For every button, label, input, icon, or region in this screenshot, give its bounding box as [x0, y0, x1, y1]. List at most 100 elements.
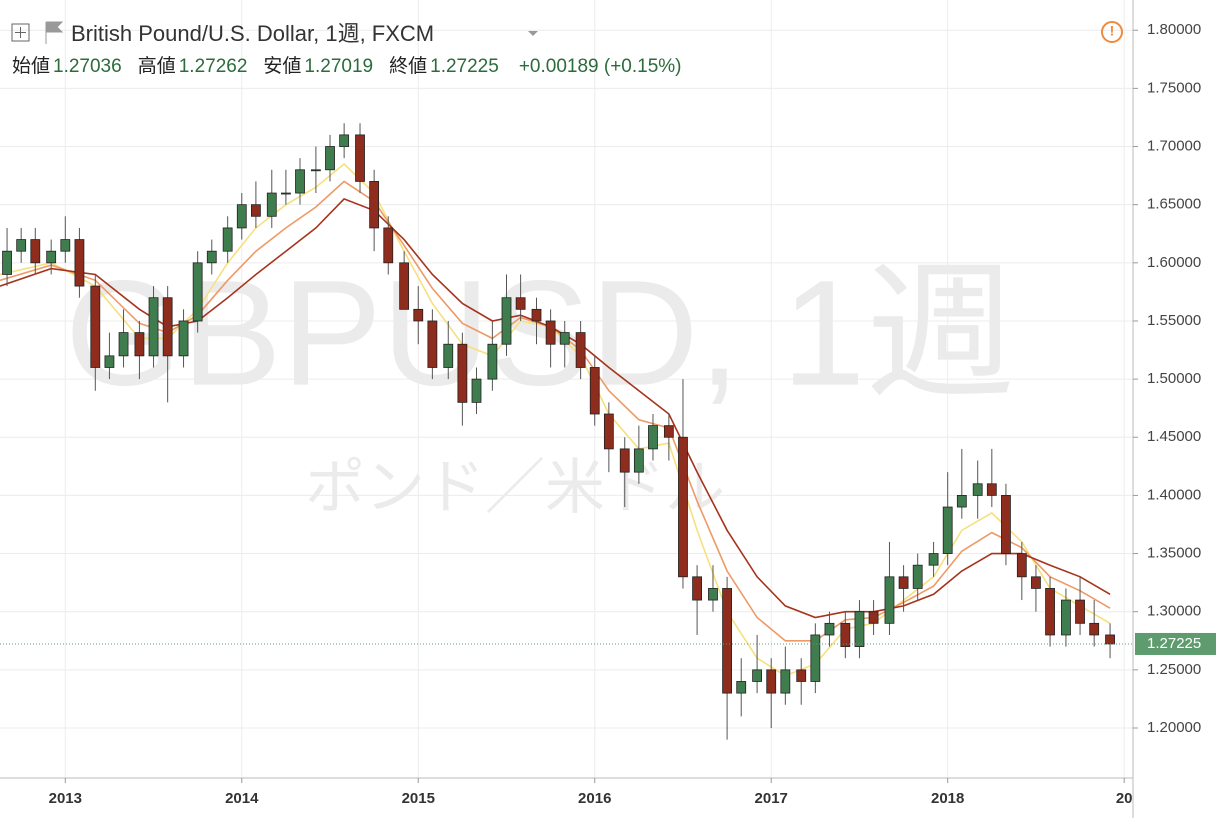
- candle-body: [840, 622, 851, 647]
- candle-body: [898, 576, 909, 589]
- x-tick-label: 2015: [402, 790, 435, 807]
- alert-icon[interactable]: [1101, 21, 1123, 43]
- candle-body: [443, 343, 454, 368]
- ohlc-label: 始値: [12, 55, 50, 77]
- candle-body: [457, 343, 468, 403]
- candle-body: [722, 588, 732, 694]
- y-tick-label: 1.45000: [1147, 428, 1201, 445]
- candle-body: [339, 134, 350, 147]
- axes: 1.20000 1.25000 1.30000 1.35000 1.40000 1.450…: [49, 21, 1216, 807]
- y-tick-label: 1.80000: [1147, 21, 1201, 38]
- y-tick-label: 1.40000: [1147, 486, 1201, 503]
- last-price-badge: [1135, 632, 1216, 655]
- candle-body: [369, 181, 380, 229]
- candle-body: [559, 332, 570, 345]
- candle-body: [766, 669, 777, 694]
- ohlc-label: 高値: [138, 55, 176, 77]
- y-tick-label: 1.25000: [1147, 661, 1201, 678]
- candle-body: [575, 332, 586, 368]
- candle-body: [399, 262, 410, 310]
- candle-body: [648, 425, 658, 450]
- ohlc-value: 1.27036: [53, 56, 122, 77]
- symbol-dropdown[interactable]: [528, 31, 538, 36]
- candle-body: [74, 239, 85, 287]
- candle-body: [280, 192, 291, 195]
- candle-body: [545, 320, 556, 345]
- symbol-title: British Pound/U.S. Dollar, 1週, FXCM: [71, 21, 434, 46]
- candle-body: [427, 320, 438, 368]
- y-tick-label: 1.30000: [1147, 603, 1201, 620]
- expand-icon[interactable]: [11, 23, 30, 42]
- candle-body: [383, 227, 394, 264]
- candle-body: [501, 297, 512, 345]
- ohlc-row: 始値 1.27036 高値 1.27262 安値 1.27019 終値 1.27225 +0.0…: [12, 55, 682, 77]
- candle-body: [986, 483, 997, 496]
- candle-body: [1031, 576, 1041, 589]
- candle-body: [678, 436, 688, 578]
- candle-body: [2, 250, 12, 275]
- watermark-symbol: GBPUSD, 1週: [65, 249, 1015, 417]
- candle-body: [928, 553, 939, 566]
- candle-body: [192, 262, 203, 322]
- ohlc-label: 終値: [389, 55, 427, 77]
- y-tick-label: 1.55000: [1147, 312, 1201, 329]
- candle-body: [796, 669, 807, 682]
- candle-body: [310, 169, 321, 172]
- candle-body: [884, 576, 895, 624]
- x-tick-label: 2018: [931, 790, 964, 807]
- ohlc-label: 安値: [263, 55, 301, 77]
- candle-body: [1061, 599, 1071, 636]
- candle-body: [633, 448, 644, 473]
- x-tick-label: 20: [1116, 790, 1133, 807]
- ohlc-value: 1.27262: [179, 56, 248, 77]
- candle-body: [1075, 599, 1085, 624]
- candle-body: [60, 239, 71, 252]
- ohlc-value: 1.27019: [304, 56, 373, 77]
- alert-icon-mark: !: [1110, 23, 1115, 39]
- candle-body: [956, 495, 967, 508]
- watermark-name: ポンド／米ドル: [305, 454, 725, 521]
- candle-body: [692, 576, 702, 601]
- y-tick-label: 1.60000: [1147, 254, 1201, 271]
- candle-body: [912, 564, 923, 589]
- flag-icon[interactable]: [45, 21, 64, 44]
- candle-body: [603, 413, 614, 450]
- y-tick-label: 1.35000: [1147, 545, 1201, 562]
- candle-body: [266, 192, 277, 217]
- candle-body: [1089, 622, 1100, 636]
- y-tick-label: 1.65000: [1147, 196, 1201, 213]
- price-change: +0.00189 (+0.15%): [519, 56, 682, 77]
- candle-body: [515, 297, 526, 310]
- candle-body: [868, 611, 879, 624]
- candle-body: [90, 285, 101, 368]
- candle-body: [663, 425, 674, 438]
- candle-body: [1001, 495, 1011, 554]
- x-tick-label: 2016: [578, 790, 611, 807]
- candle-body: [413, 308, 424, 322]
- candle-body: [1105, 634, 1115, 645]
- candle-body: [1045, 588, 1055, 636]
- candle-body: [30, 239, 41, 264]
- candle-body: [236, 204, 247, 229]
- candle-body: [222, 227, 233, 252]
- plot: [0, 123, 1133, 740]
- candle-body: [118, 332, 129, 357]
- candle-body: [104, 355, 115, 368]
- x-tick-label: 2017: [755, 790, 788, 807]
- y-tick-label: 1.50000: [1147, 370, 1201, 387]
- y-tick-label: 1.20000: [1147, 719, 1201, 736]
- candle-body: [134, 332, 145, 357]
- candle-body: [250, 204, 261, 217]
- ohlc-value: 1.27225: [430, 56, 499, 77]
- candle-body: [708, 588, 718, 601]
- candle-body: [589, 367, 600, 415]
- candle-body: [619, 448, 630, 473]
- candle-body: [1016, 553, 1027, 578]
- candle-body: [178, 320, 189, 357]
- candle-body: [487, 343, 498, 380]
- x-tick-label: 2014: [225, 790, 259, 807]
- candle-body: [162, 297, 173, 357]
